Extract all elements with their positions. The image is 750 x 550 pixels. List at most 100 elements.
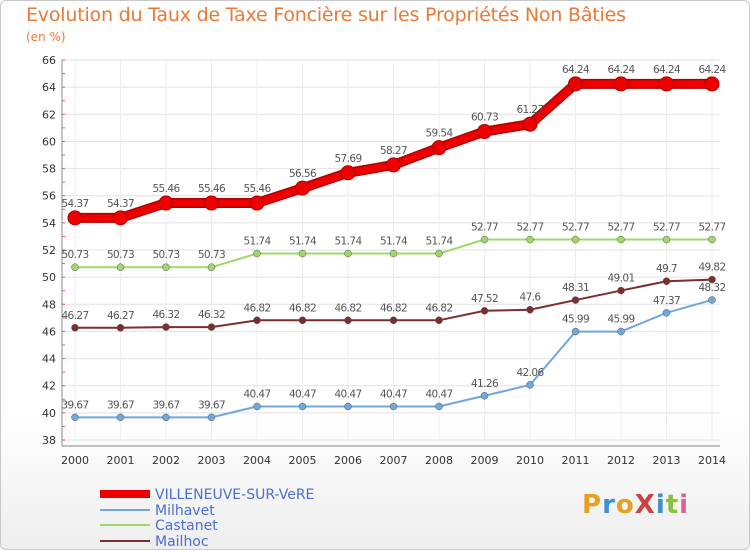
data-label: 54.37 bbox=[107, 198, 134, 210]
data-label: 46.82 bbox=[425, 302, 452, 314]
data-label: 51.74 bbox=[380, 236, 408, 248]
data-point bbox=[253, 316, 261, 325]
x-tick-label: 2004 bbox=[243, 454, 271, 467]
x-tick-label: 2005 bbox=[289, 454, 317, 467]
y-tick-label: 62 bbox=[42, 108, 56, 121]
data-label: 48.31 bbox=[562, 282, 589, 294]
data-label: 39.67 bbox=[152, 399, 179, 411]
x-tick-label: 2001 bbox=[107, 454, 135, 467]
data-point bbox=[71, 413, 79, 422]
data-label: 61.27 bbox=[516, 104, 543, 116]
x-tick-label: 2002 bbox=[152, 454, 180, 467]
data-label: 47.6 bbox=[520, 292, 542, 304]
data-label: 39.67 bbox=[107, 399, 134, 411]
y-tick-label: 56 bbox=[42, 190, 56, 203]
data-point bbox=[708, 275, 716, 284]
logo-letter: r bbox=[602, 490, 616, 520]
y-tick-label: 44 bbox=[42, 353, 56, 366]
x-tick-label: 2007 bbox=[380, 454, 408, 467]
data-label: 55.46 bbox=[243, 183, 271, 195]
data-point bbox=[295, 180, 310, 196]
data-point bbox=[431, 140, 447, 156]
data-label: 46.82 bbox=[289, 302, 316, 314]
data-label: 46.82 bbox=[334, 302, 361, 314]
data-point bbox=[617, 235, 625, 244]
data-label: 40.47 bbox=[289, 388, 316, 400]
data-point bbox=[480, 392, 489, 400]
data-label: 51.74 bbox=[334, 236, 362, 248]
data-point bbox=[389, 316, 398, 325]
data-point bbox=[162, 413, 170, 422]
data-point bbox=[613, 76, 629, 92]
data-label: 64.24 bbox=[562, 64, 590, 76]
data-label: 39.67 bbox=[61, 399, 88, 411]
data-point bbox=[480, 307, 489, 315]
data-point bbox=[386, 157, 401, 173]
x-tick-label: 2010 bbox=[516, 454, 544, 467]
data-point bbox=[204, 195, 219, 211]
x-tick-label: 2009 bbox=[471, 454, 499, 467]
data-label: 64.24 bbox=[607, 64, 635, 76]
x-tick-label: 2008 bbox=[425, 454, 453, 467]
x-tick-label: 2014 bbox=[698, 454, 726, 467]
legend-label: Milhavet bbox=[155, 503, 215, 519]
data-point bbox=[526, 305, 534, 314]
data-point bbox=[116, 263, 125, 271]
data-label: 52.77 bbox=[698, 222, 725, 234]
data-label: 47.52 bbox=[471, 293, 498, 305]
data-label: 41.26 bbox=[471, 378, 499, 390]
y-tick-label: 38 bbox=[42, 434, 56, 447]
data-point bbox=[522, 116, 538, 132]
chart-title: Evolution du Taux de Taxe Foncière sur l… bbox=[26, 4, 626, 26]
data-label: 45.99 bbox=[607, 314, 634, 326]
data-point bbox=[568, 76, 583, 92]
legend-label: VILLENEUVE-SUR-VeRE bbox=[155, 487, 314, 503]
data-label: 49.01 bbox=[607, 273, 634, 285]
y-tick-label: 60 bbox=[42, 135, 56, 148]
data-point bbox=[526, 381, 534, 389]
data-label: 46.82 bbox=[243, 302, 270, 314]
data-point bbox=[435, 402, 443, 411]
data-point bbox=[435, 249, 443, 258]
data-point bbox=[571, 235, 580, 244]
data-label: 50.73 bbox=[152, 249, 179, 261]
data-point bbox=[344, 402, 352, 411]
data-point bbox=[67, 210, 83, 226]
data-point bbox=[340, 165, 356, 181]
data-point bbox=[253, 402, 261, 411]
data-label: 64.24 bbox=[653, 64, 681, 76]
data-point bbox=[662, 235, 671, 244]
y-tick-label: 64 bbox=[42, 81, 56, 94]
y-tick-label: 52 bbox=[42, 244, 56, 257]
data-label: 58.27 bbox=[380, 145, 407, 157]
legend-label: Mailhoc bbox=[155, 534, 209, 550]
unit-label: (en %) bbox=[26, 30, 66, 44]
data-label: 40.47 bbox=[334, 388, 361, 400]
data-label: 56.56 bbox=[289, 168, 317, 180]
data-label: 57.69 bbox=[334, 153, 361, 165]
data-point bbox=[344, 249, 352, 258]
data-point bbox=[704, 76, 720, 92]
data-label: 50.73 bbox=[107, 249, 134, 261]
data-point bbox=[662, 309, 671, 317]
data-label: 51.74 bbox=[243, 236, 271, 248]
data-label: 54.37 bbox=[61, 198, 88, 210]
data-label: 46.27 bbox=[61, 310, 88, 322]
data-label: 64.24 bbox=[698, 64, 726, 76]
data-point bbox=[617, 286, 625, 295]
x-tick-label: 2006 bbox=[334, 454, 362, 467]
data-point bbox=[708, 235, 716, 244]
y-tick-label: 66 bbox=[42, 54, 56, 67]
x-tick-label: 2013 bbox=[653, 454, 681, 467]
data-label: 46.32 bbox=[152, 309, 179, 321]
data-label: 46.32 bbox=[198, 309, 225, 321]
x-tick-label: 2011 bbox=[562, 454, 590, 467]
data-point bbox=[344, 316, 352, 325]
data-point bbox=[571, 327, 580, 336]
data-label: 51.74 bbox=[289, 236, 317, 248]
data-label: 50.73 bbox=[198, 249, 225, 261]
data-label: 40.47 bbox=[243, 388, 270, 400]
x-tick-label: 2003 bbox=[198, 454, 226, 467]
logo-letter: P bbox=[582, 490, 603, 520]
